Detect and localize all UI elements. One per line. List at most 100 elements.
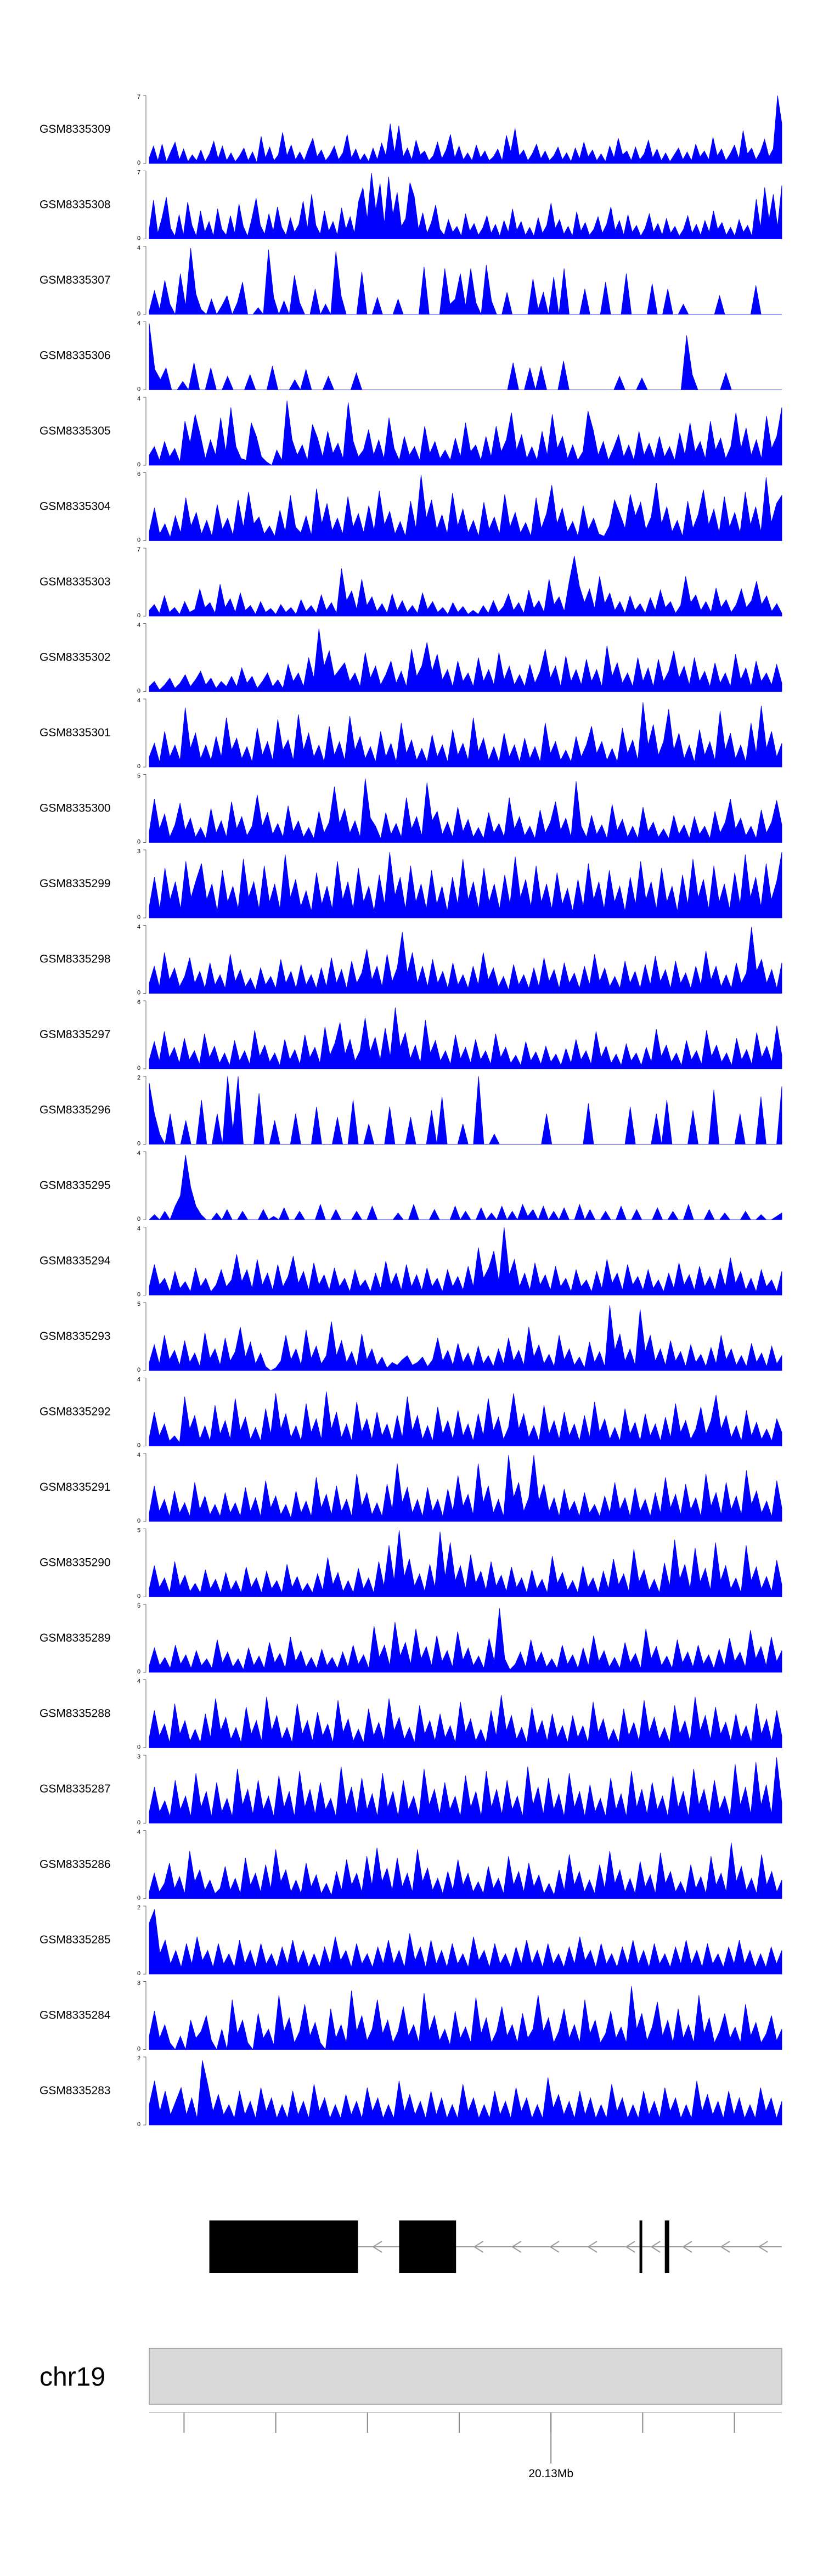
coverage-area <box>149 401 782 466</box>
coverage-track: GSM8335300 5 0 <box>40 773 782 845</box>
y-tick-label: 0 <box>137 1065 140 1072</box>
y-tick-label: 4 <box>137 245 140 251</box>
y-tick-label: 0 <box>137 1442 140 1449</box>
y-tick-label: 0 <box>137 386 140 393</box>
coverage-track: GSM8335288 4 0 <box>40 1678 782 1751</box>
coverage-track: GSM8335292 4 0 <box>40 1377 782 1449</box>
y-tick-label: 3 <box>137 1754 140 1760</box>
y-tick-label: 0 <box>137 1970 140 1977</box>
coverage-area <box>149 1530 782 1597</box>
track-label: GSM8335289 <box>40 1632 111 1644</box>
y-tick-label: 4 <box>137 1829 140 1836</box>
y-tick-label: 5 <box>137 1527 140 1534</box>
coverage-track: GSM8335307 4 0 <box>40 245 782 317</box>
track-label: GSM8335304 <box>40 500 111 513</box>
coverage-area <box>149 852 782 918</box>
coverage-area <box>149 1909 782 1975</box>
y-tick-label: 5 <box>137 1603 140 1609</box>
track-label: GSM8335283 <box>40 2084 111 2097</box>
track-label: GSM8335306 <box>40 350 111 362</box>
coverage-track: GSM8335290 5 0 <box>40 1527 782 1600</box>
y-tick-label: 2 <box>137 2055 140 2062</box>
coverage-area <box>149 475 782 541</box>
y-tick-label: 6 <box>137 471 140 478</box>
y-tick-label: 0 <box>137 688 140 695</box>
coverage-track: GSM8335303 7 0 <box>40 546 782 619</box>
y-tick-label: 2 <box>137 1075 140 1081</box>
track-label: GSM8335303 <box>40 576 111 588</box>
coverage-area <box>149 95 782 164</box>
coverage-track: GSM8335299 3 0 <box>40 848 782 921</box>
track-label: GSM8335290 <box>40 1557 111 1569</box>
y-tick-label: 4 <box>137 1226 140 1232</box>
y-tick-label: 0 <box>137 1895 140 1902</box>
strand-arrow <box>682 2241 692 2253</box>
y-tick-label: 0 <box>137 160 140 166</box>
track-label: GSM8335299 <box>40 877 111 890</box>
coverage-track: GSM8335296 2 0 <box>40 1075 782 1147</box>
y-tick-label: 4 <box>137 924 140 931</box>
track-label: GSM8335292 <box>40 1406 111 1418</box>
y-tick-label: 4 <box>137 1150 140 1157</box>
track-label: GSM8335307 <box>40 274 111 286</box>
coverage-area <box>149 2060 782 2126</box>
coverage-area <box>149 778 782 843</box>
exon <box>209 2220 358 2273</box>
coverage-area <box>149 1986 782 2050</box>
exon <box>639 2220 642 2273</box>
y-tick-label: 0 <box>137 990 140 996</box>
y-tick-label: 5 <box>137 773 140 780</box>
y-tick-label: 0 <box>137 914 140 921</box>
track-label: GSM8335301 <box>40 726 111 739</box>
coverage-area <box>149 323 782 391</box>
coverage-area <box>149 1305 782 1371</box>
coverage-area <box>149 628 782 692</box>
strand-arrow <box>650 2241 661 2253</box>
y-tick-label: 0 <box>137 2046 140 2053</box>
coverage-area <box>149 1155 782 1221</box>
y-tick-label: 0 <box>137 1593 140 1600</box>
coverage-area <box>149 1076 782 1145</box>
strand-arrow <box>473 2241 484 2253</box>
y-tick-label: 0 <box>137 2121 140 2128</box>
chromosome-band <box>149 2348 782 2405</box>
coverage-area <box>149 172 782 239</box>
y-tick-label: 0 <box>137 612 140 619</box>
track-label: GSM8335284 <box>40 2009 111 2022</box>
track-label: GSM8335308 <box>40 199 111 211</box>
coverage-track: GSM8335301 4 0 <box>40 697 782 770</box>
y-tick-label: 0 <box>137 1669 140 1675</box>
y-tick-label: 3 <box>137 1980 140 1987</box>
coverage-area <box>149 1391 782 1446</box>
coverage-track: GSM8335297 6 0 <box>40 999 782 1072</box>
chromosome-label: chr19 <box>40 2363 105 2392</box>
coverage-track: GSM8335285 2 0 <box>40 1904 782 1977</box>
y-tick-label: 0 <box>137 763 140 770</box>
y-tick-label: 7 <box>137 94 140 100</box>
y-tick-label: 0 <box>137 1367 140 1373</box>
coverage-track: GSM8335309 7 0 <box>40 94 782 166</box>
exon <box>399 2220 456 2273</box>
track-label: GSM8335309 <box>40 123 111 136</box>
coverage-area <box>149 1842 782 1899</box>
track-label: GSM8335285 <box>40 1934 111 1946</box>
y-tick-label: 7 <box>137 546 140 553</box>
y-tick-label: 0 <box>137 537 140 544</box>
y-tick-label: 6 <box>137 999 140 1006</box>
y-tick-label: 0 <box>137 235 140 242</box>
track-label: GSM8335291 <box>40 1481 111 1493</box>
coverage-track: GSM8335308 7 0 <box>40 170 782 242</box>
y-tick-label: 3 <box>137 848 140 855</box>
track-label: GSM8335286 <box>40 1858 111 1871</box>
coverage-area <box>149 702 782 768</box>
strand-arrow <box>511 2241 522 2253</box>
y-tick-label: 0 <box>137 1819 140 1826</box>
coverage-track: GSM8335283 2 0 <box>40 2055 782 2128</box>
coverage-area <box>149 1757 782 1824</box>
y-tick-label: 0 <box>137 311 140 317</box>
y-tick-label: 0 <box>137 839 140 845</box>
y-tick-label: 5 <box>137 1301 140 1307</box>
x-axis-label: 20.13Mb <box>528 2467 573 2480</box>
